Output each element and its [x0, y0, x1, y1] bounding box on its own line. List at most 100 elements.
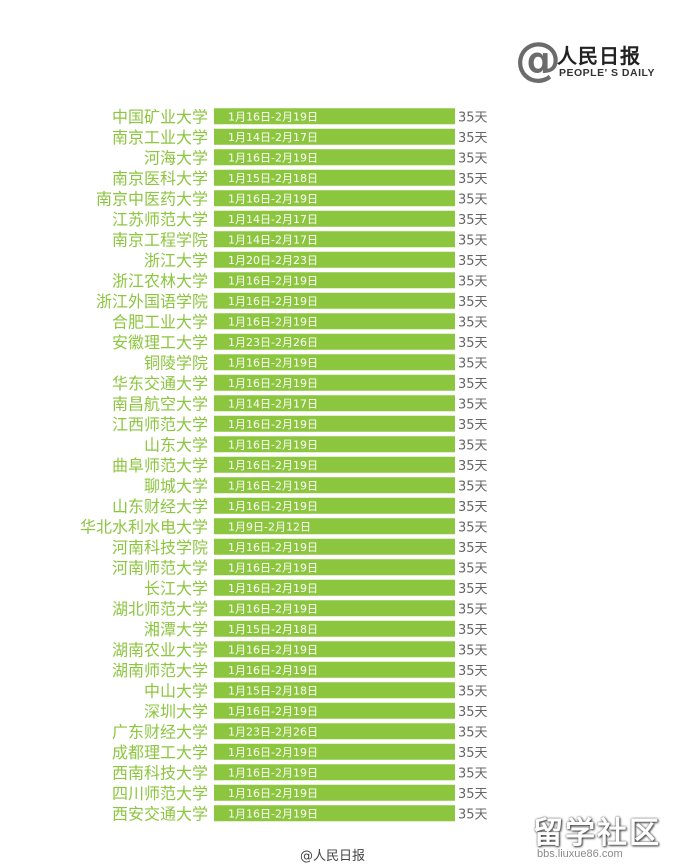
days-label: 35天	[458, 377, 488, 392]
site-watermark-badge: 留学社区 bbs.liuxue86.com	[533, 808, 683, 866]
university-label: 华北水利水电大学	[80, 517, 208, 536]
bar	[214, 415, 455, 432]
days-label: 35天	[458, 684, 488, 699]
days-label: 35天	[458, 418, 488, 433]
university-label: 中山大学	[144, 681, 208, 700]
days-label: 35天	[458, 623, 488, 638]
date-range-label: 1月15日-2月18日	[228, 623, 318, 636]
date-range-label: 1月9日-2月12日	[228, 520, 311, 533]
days-label: 35天	[458, 397, 488, 412]
bar	[214, 579, 455, 596]
days-label: 35天	[458, 705, 488, 720]
bar	[214, 128, 455, 145]
university-label: 西安交通大学	[112, 804, 208, 823]
bar	[214, 538, 455, 555]
peoples-daily-logo: @ 人民日报 PEOPLE' S DAILY	[515, 36, 685, 86]
days-label: 35天	[458, 213, 488, 228]
university-label: 成都理工大学	[112, 743, 208, 762]
days-label: 35天	[458, 746, 488, 761]
date-range-label: 1月16日-2月19日	[228, 438, 318, 451]
days-label: 35天	[458, 459, 488, 474]
university-label: 河海大学	[144, 148, 208, 167]
bar	[214, 682, 455, 699]
date-range-label: 1月16日-2月19日	[228, 377, 318, 390]
university-label: 南昌航空大学	[112, 394, 208, 413]
bar	[214, 169, 455, 186]
bar	[214, 600, 455, 617]
date-range-label: 1月16日-2月19日	[228, 541, 318, 554]
logo-name: 人民日报	[557, 44, 641, 68]
university-label: 安徽理工大学	[112, 333, 208, 352]
university-label: 华东交通大学	[112, 374, 208, 393]
date-range-label: 1月16日-2月19日	[228, 418, 318, 431]
date-range-label: 1月16日-2月19日	[228, 315, 318, 328]
university-label: 湖南师范大学	[112, 661, 208, 680]
bar	[214, 436, 455, 453]
university-label: 山东财经大学	[112, 497, 208, 516]
bar	[214, 559, 455, 576]
date-range-label: 1月16日-2月19日	[228, 787, 318, 800]
date-range-label: 1月16日-2月19日	[228, 192, 318, 205]
bar	[214, 805, 455, 822]
bar	[214, 190, 455, 207]
university-label: 南京工程学院	[112, 230, 208, 249]
date-range-label: 1月16日-2月19日	[228, 500, 318, 513]
university-label: 广东财经大学	[112, 722, 208, 741]
date-range-label: 1月16日-2月19日	[228, 582, 318, 595]
days-label: 35天	[458, 336, 488, 351]
university-label: 山东大学	[144, 435, 208, 454]
date-range-label: 1月14日-2月17日	[228, 397, 318, 410]
days-label: 35天	[458, 643, 488, 658]
date-range-label: 1月16日-2月19日	[228, 151, 318, 164]
bar	[214, 784, 455, 801]
date-range-label: 1月16日-2月19日	[228, 274, 318, 287]
date-range-label: 1月23日-2月26日	[228, 336, 318, 349]
university-label: 西南科技大学	[112, 763, 208, 782]
university-label: 南京中医药大学	[96, 189, 208, 208]
university-label: 浙江大学	[144, 251, 208, 270]
days-label: 35天	[458, 766, 488, 781]
at-symbol-icon: @	[515, 32, 561, 86]
date-range-label: 1月16日-2月19日	[228, 807, 318, 820]
bar	[214, 743, 455, 760]
bar	[214, 313, 455, 330]
days-label: 35天	[458, 295, 488, 310]
days-label: 35天	[458, 479, 488, 494]
days-label: 35天	[458, 172, 488, 187]
bar	[214, 497, 455, 514]
badge-main-text: 留学社区	[533, 816, 661, 851]
date-range-label: 1月16日-2月19日	[228, 561, 318, 574]
university-label: 长江大学	[144, 579, 208, 598]
date-range-label: 1月16日-2月19日	[228, 295, 318, 308]
bar	[214, 477, 455, 494]
logo-subtitle: PEOPLE' S DAILY	[559, 67, 655, 79]
university-label: 四川师范大学	[112, 784, 208, 803]
bar	[214, 456, 455, 473]
days-label: 35天	[458, 602, 488, 617]
date-range-label: 1月16日-2月19日	[228, 705, 318, 718]
days-label: 35天	[458, 725, 488, 740]
university-label: 铜陵学院	[144, 353, 208, 372]
date-range-label: 1月14日-2月17日	[228, 213, 318, 226]
university-label: 中国矿业大学	[112, 107, 208, 126]
university-label: 曲阜师范大学	[112, 456, 208, 475]
days-label: 35天	[458, 274, 488, 289]
days-label: 35天	[458, 787, 488, 802]
date-range-label: 1月14日-2月17日	[228, 131, 318, 144]
university-label: 合肥工业大学	[112, 312, 208, 331]
bar	[214, 723, 455, 740]
university-label: 浙江农林大学	[112, 271, 208, 290]
university-label: 湘潭大学	[144, 620, 208, 639]
days-label: 35天	[458, 315, 488, 330]
bar	[214, 292, 455, 309]
date-range-label: 1月15日-2月18日	[228, 684, 318, 697]
date-range-label: 1月16日-2月19日	[228, 602, 318, 615]
days-label: 35天	[458, 233, 488, 248]
bar	[214, 231, 455, 248]
university-label: 湖北师范大学	[112, 599, 208, 618]
days-label: 35天	[458, 131, 488, 146]
days-label: 35天	[458, 110, 488, 125]
date-range-label: 1月14日-2月17日	[228, 233, 318, 246]
days-label: 35天	[458, 582, 488, 597]
